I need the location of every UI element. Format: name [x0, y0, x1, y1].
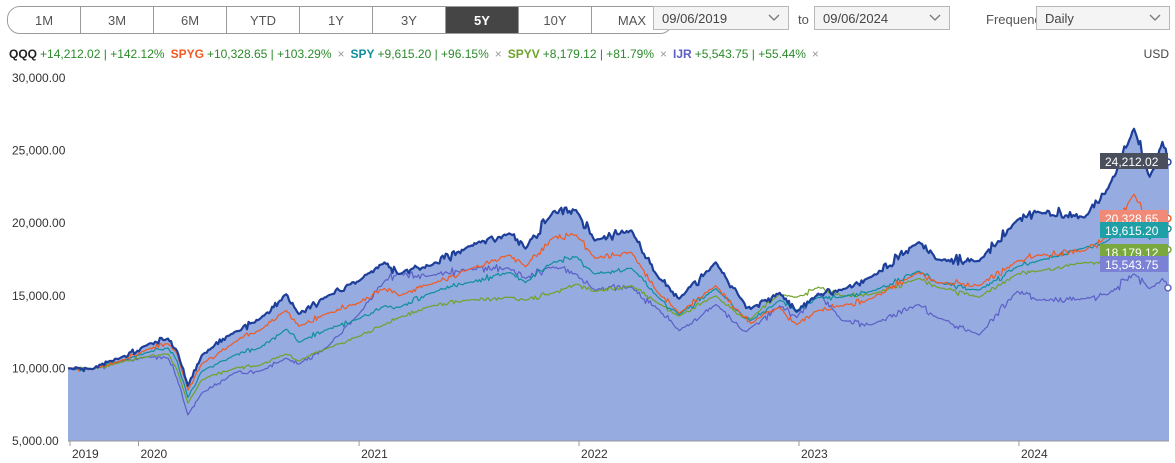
series-line-spyv [67, 246, 1170, 404]
currency-label: USD [1143, 47, 1169, 61]
legend-ticker[interactable]: SPY [350, 47, 375, 61]
chevron-down-icon [768, 9, 780, 30]
remove-series-icon[interactable]: × [660, 47, 668, 61]
legend-item-spyg: SPYG +10,328.65 | +103.29% × [171, 47, 345, 61]
x-tick-label: 2023 [801, 447, 828, 461]
legend-ticker[interactable]: QQQ [9, 47, 38, 61]
frequency-label: Frequency [986, 12, 1048, 27]
series-line-qqq [67, 127, 1170, 387]
end-value-badge [1100, 222, 1168, 238]
period-button-3y[interactable]: 3Y [373, 7, 446, 33]
to-label: to [798, 12, 809, 27]
period-button-ytd[interactable]: YTD [227, 7, 300, 33]
end-value-badge [1100, 256, 1168, 272]
x-tick-label: 2020 [141, 447, 168, 461]
y-tick-label: 15,000.00 [12, 289, 66, 303]
series-line-spyg [68, 193, 1170, 391]
end-value-label-ijr: 15,543.75 [1100, 256, 1168, 272]
legend-item-spy: SPY +9,615.20 | +96.15% × [351, 47, 502, 61]
legend-change: +9,615.20 | +96.15% [377, 47, 489, 61]
remove-series-icon[interactable]: × [811, 47, 819, 61]
frequency-select[interactable]: Daily [1036, 6, 1170, 30]
x-tick-label: 2024 [1021, 447, 1048, 461]
legend-ticker[interactable]: SPYG [170, 47, 204, 61]
end-value-label-spy: 19,615.20 [1100, 222, 1168, 238]
frequency-value: Daily [1045, 10, 1074, 26]
x-tick-label: 2022 [581, 447, 608, 461]
y-tick-label: 20,000.00 [12, 216, 66, 230]
y-tick-label: 10,000.00 [12, 361, 66, 375]
chevron-down-icon [1149, 9, 1161, 30]
legend-change: +8,179.12 | +81.79% [542, 47, 654, 61]
end-date-input[interactable]: 09/06/2024 [814, 6, 950, 30]
legend-item-spyv: SPYV +8,179.12 | +81.79% × [508, 47, 667, 61]
y-tick-label: 30,000.00 [12, 71, 66, 85]
series-line-ijr [67, 264, 1170, 416]
end-value-text: 19,615.20 [1105, 224, 1159, 238]
period-button-1y[interactable]: 1Y [300, 7, 373, 33]
chevron-down-icon [929, 9, 941, 30]
legend-item-ijr: IJR +5,543.75 | +55.44% × [673, 47, 819, 61]
period-selector: 1M 3M 6M YTD 1Y 3Y 5Y 10Y MAX [7, 6, 673, 34]
x-tick-label: 2021 [361, 447, 388, 461]
period-button-1m[interactable]: 1M [8, 7, 81, 33]
y-tick-label: 25,000.00 [12, 144, 66, 158]
legend-change: +14,212.02 | +142.12% [40, 47, 165, 61]
start-date-value: 09/06/2019 [662, 10, 728, 26]
end-value-badge [1100, 153, 1168, 169]
x-tick-label: 2019 [72, 447, 99, 461]
series-line-spy [68, 218, 1170, 398]
legend-change: +5,543.75 | +55.44% [694, 47, 806, 61]
period-button-3m[interactable]: 3M [81, 7, 154, 33]
end-date-value: 09/06/2024 [823, 10, 889, 26]
end-value-label-qqq: 24,212.02 [1100, 153, 1168, 169]
legend-item-qqq: QQQ +14,212.02 | +142.12% [9, 47, 165, 61]
start-date-input[interactable]: 09/06/2019 [653, 6, 789, 30]
period-button-6m[interactable]: 6M [154, 7, 227, 33]
chart-legend: QQQ +14,212.02 | +142.12% SPYG +10,328.65 |… [9, 47, 825, 61]
period-button-10y[interactable]: 10Y [519, 7, 592, 33]
end-value-text: 15,543.75 [1105, 258, 1159, 272]
series-end-marker [1164, 284, 1172, 292]
remove-series-icon[interactable]: × [337, 47, 345, 61]
remove-series-icon[interactable]: × [494, 47, 502, 61]
legend-ticker[interactable]: SPYV [507, 47, 540, 61]
end-value-text: 24,212.02 [1105, 155, 1159, 169]
legend-change: +10,328.65 | +103.29% [206, 47, 332, 61]
period-button-5y[interactable]: 5Y [446, 7, 519, 33]
legend-ticker[interactable]: IJR [673, 47, 692, 61]
y-tick-label: 5,000.00 [12, 434, 59, 448]
